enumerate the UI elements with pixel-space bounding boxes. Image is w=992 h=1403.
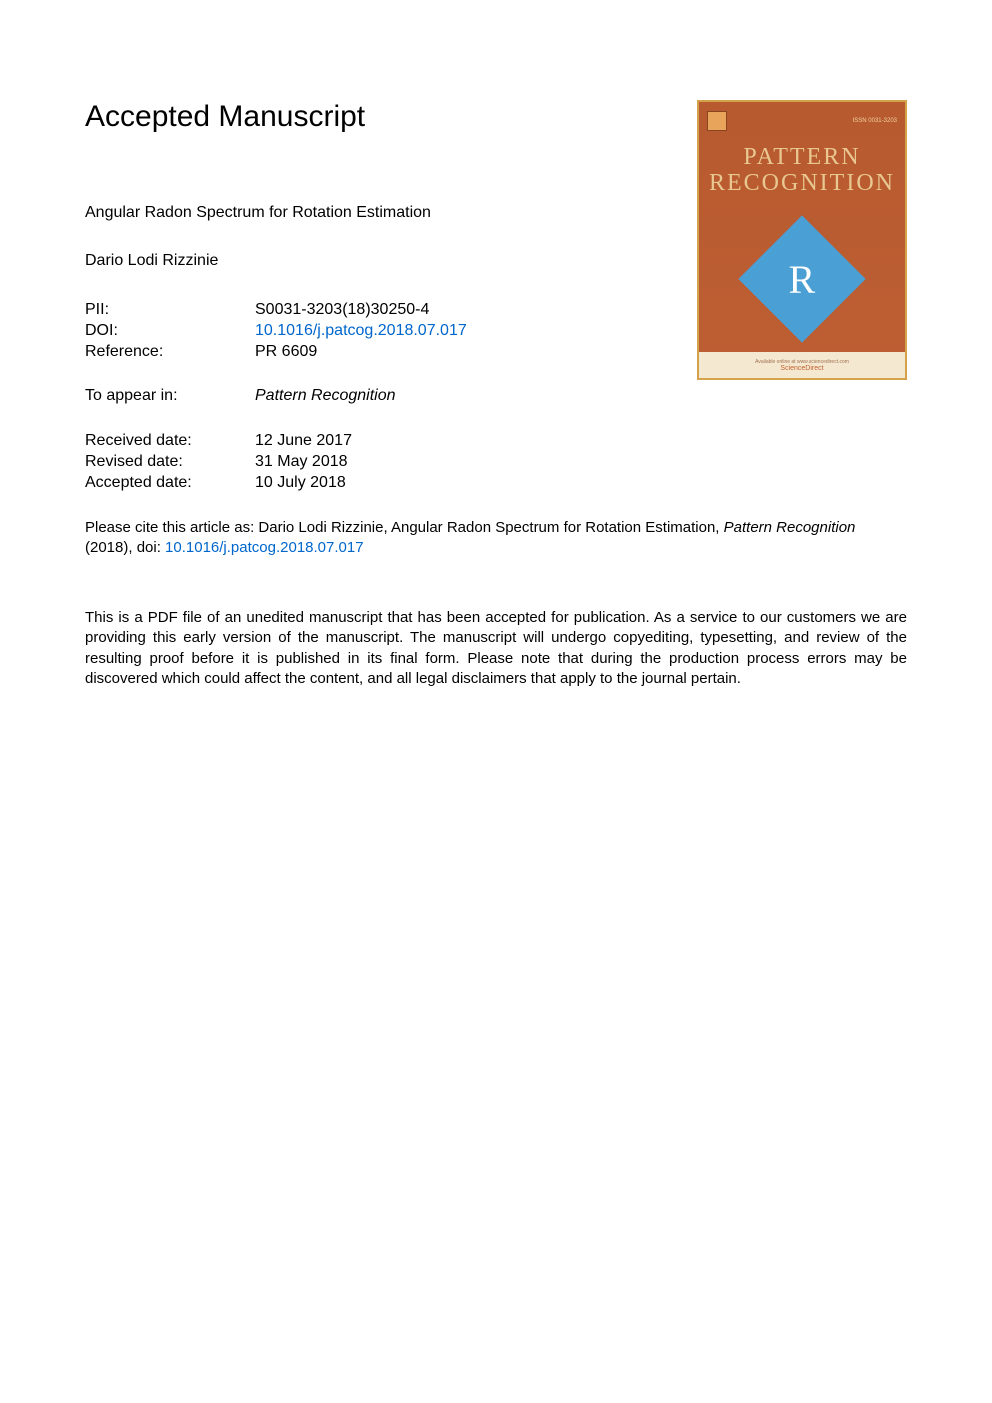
cover-header: ISSN 0031-3203 [699, 102, 905, 140]
accepted-value: 10 July 2018 [255, 473, 907, 494]
citation-doi-link[interactable]: 10.1016/j.patcog.2018.07.017 [165, 539, 364, 556]
appear-label: To appear in: [85, 386, 255, 407]
doi-label: DOI: [85, 321, 255, 342]
manuscript-page: ISSN 0031-3203 PATTERN RECOGNITION R Ava… [85, 100, 907, 689]
citation-text: Please cite this article as: Dario Lodi … [85, 518, 907, 559]
journal-cover: ISSN 0031-3203 PATTERN RECOGNITION R Ava… [697, 100, 907, 380]
metadata-row-appear: To appear in: Pattern Recognition [85, 386, 907, 407]
cover-diamond-letter: R [789, 255, 816, 302]
cover-journal-title: PATTERN RECOGNITION [699, 140, 905, 201]
cover-title-line2: RECOGNITION [707, 170, 897, 196]
revised-label: Revised date: [85, 452, 255, 473]
citation-prefix: Please cite this article as: Dario Lodi … [85, 519, 724, 536]
metadata-row-received: Received date: 12 June 2017 [85, 431, 907, 452]
revised-value: 31 May 2018 [255, 452, 907, 473]
cover-diamond-icon: R [738, 215, 865, 342]
disclaimer-text: This is a PDF file of an unedited manusc… [85, 608, 907, 689]
appear-value: Pattern Recognition [255, 386, 907, 407]
pii-label: PII: [85, 300, 255, 321]
received-value: 12 June 2017 [255, 431, 907, 452]
cover-footer: Available online at www.sciencedirect.co… [699, 352, 905, 378]
citation-journal: Pattern Recognition [724, 519, 856, 536]
cover-title-line1: PATTERN [707, 144, 897, 170]
metadata-row-accepted: Accepted date: 10 July 2018 [85, 473, 907, 494]
metadata-block-2: To appear in: Pattern Recognition [85, 386, 907, 407]
cover-sciencedirect-text: ScienceDirect [780, 365, 823, 372]
metadata-block-3: Received date: 12 June 2017 Revised date… [85, 431, 907, 493]
reference-label: Reference: [85, 342, 255, 363]
cover-issn: ISSN 0031-3203 [853, 118, 897, 124]
elsevier-logo-icon [707, 111, 727, 131]
accepted-label: Accepted date: [85, 473, 255, 494]
received-label: Received date: [85, 431, 255, 452]
metadata-row-revised: Revised date: 31 May 2018 [85, 452, 907, 473]
cover-graphic: R [699, 209, 905, 349]
citation-year: (2018), doi: [85, 539, 165, 556]
